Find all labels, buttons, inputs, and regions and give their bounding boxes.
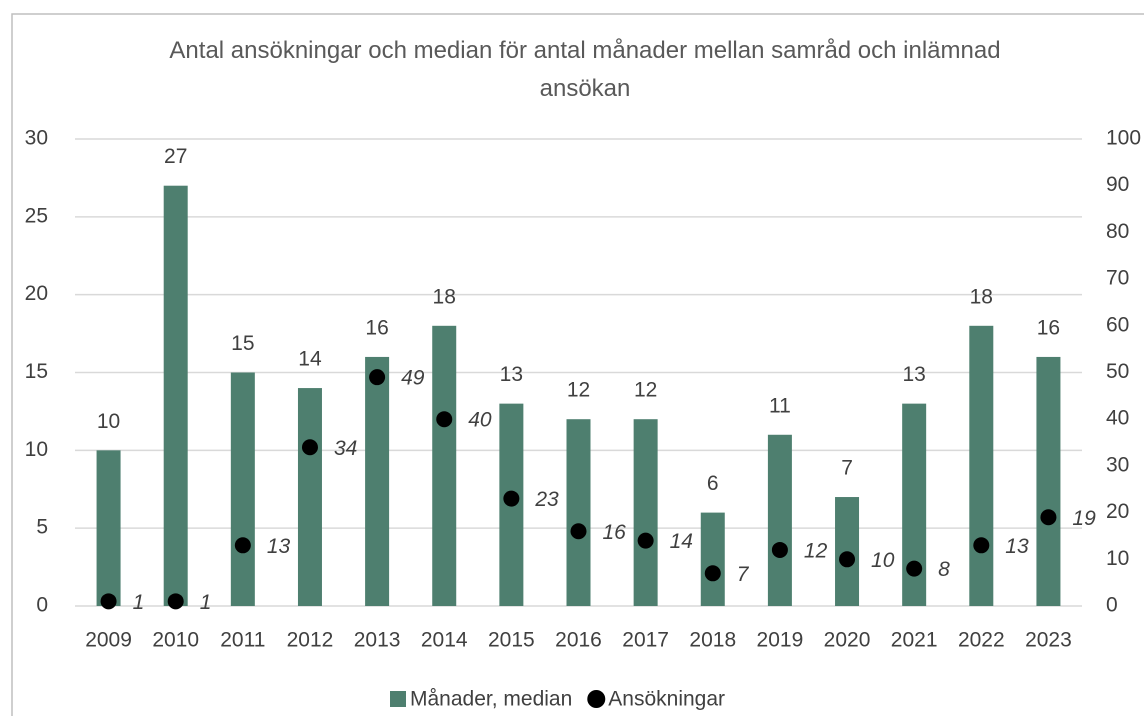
dot <box>369 369 386 386</box>
x-tick-label: 2010 <box>152 629 199 652</box>
bar-label: 13 <box>902 363 925 386</box>
legend-label: Ansökningar <box>608 688 725 711</box>
bar <box>365 356 390 606</box>
x-tick-label: 2021 <box>891 629 938 652</box>
x-tick-label: 2009 <box>85 629 132 652</box>
dot-label: 1 <box>200 591 212 614</box>
y2-tick-label: 80 <box>1106 220 1129 243</box>
y-tick-label: 5 <box>36 516 48 539</box>
bar-label: 13 <box>500 363 523 386</box>
dot-label: 12 <box>804 540 828 563</box>
dot <box>637 532 654 549</box>
bar-label: 18 <box>970 285 993 308</box>
bar <box>230 372 255 606</box>
dot <box>503 490 520 507</box>
dot <box>704 565 721 582</box>
dot-label: 40 <box>468 409 492 432</box>
dot <box>906 560 923 577</box>
y2-tick-label: 50 <box>1106 360 1129 383</box>
dot-label: 34 <box>334 437 357 460</box>
bar-label: 16 <box>365 316 388 339</box>
dot-label: 16 <box>603 521 627 544</box>
x-tick-label: 2017 <box>622 629 669 652</box>
y-tick-label: 25 <box>25 204 48 227</box>
bar-label: 6 <box>707 472 719 495</box>
dot-label: 13 <box>267 535 291 558</box>
x-tick-label: 2016 <box>555 629 602 652</box>
dot <box>839 551 856 568</box>
bar <box>566 419 591 606</box>
x-tick-label: 2022 <box>958 629 1005 652</box>
y2-tick-label: 90 <box>1106 173 1129 196</box>
bar <box>163 185 188 606</box>
dot <box>301 439 318 456</box>
chart-title: Antal ansökningar och median för antal m… <box>169 37 1001 102</box>
bar-label: 16 <box>1037 316 1060 339</box>
bar <box>633 419 658 606</box>
x-tick-label: 2020 <box>824 629 871 652</box>
dot-label: 49 <box>401 367 425 390</box>
y-tick-label: 20 <box>25 282 48 305</box>
x-tick-label: 2015 <box>488 629 535 652</box>
dot-label: 8 <box>938 558 950 581</box>
y-tick-label: 0 <box>36 594 48 617</box>
dot-label: 1 <box>133 591 145 614</box>
bar-label: 12 <box>634 379 657 402</box>
dot-label: 10 <box>871 549 895 572</box>
legend-swatch <box>587 690 606 708</box>
y2-tick-label: 30 <box>1106 453 1129 476</box>
bar <box>1036 356 1061 606</box>
x-tick-label: 2011 <box>220 629 265 652</box>
legend-label: Månader, median <box>410 688 572 711</box>
y2-tick-label: 20 <box>1106 500 1129 523</box>
dot <box>1040 509 1057 526</box>
y2-tick-label: 100 <box>1106 127 1141 150</box>
dot <box>771 541 788 558</box>
bar-label: 15 <box>231 332 254 355</box>
x-tick-label: 2014 <box>421 629 468 652</box>
bar-label: 11 <box>769 394 791 417</box>
dot-label: 14 <box>670 530 693 553</box>
bar-label: 12 <box>567 379 590 402</box>
legend-swatch <box>390 691 406 707</box>
x-tick-label: 2023 <box>1025 629 1072 652</box>
x-tick-label: 2012 <box>287 629 334 652</box>
bar-label: 7 <box>841 457 853 480</box>
dot-label: 7 <box>737 563 750 586</box>
bar-label: 18 <box>433 285 456 308</box>
bar <box>432 325 457 606</box>
bar <box>96 450 121 606</box>
y2-tick-label: 10 <box>1106 547 1129 570</box>
y-tick-label: 15 <box>25 360 48 383</box>
y2-tick-label: 40 <box>1106 407 1129 430</box>
bar-label: 27 <box>164 145 187 168</box>
y2-tick-label: 0 <box>1106 594 1118 617</box>
dot <box>973 537 990 554</box>
y-tick-label: 10 <box>25 438 48 461</box>
dot <box>436 411 453 428</box>
bar <box>767 434 792 606</box>
y-tick-label: 30 <box>25 127 48 150</box>
x-tick-label: 2013 <box>354 629 401 652</box>
bar <box>297 388 322 606</box>
bar <box>700 512 725 606</box>
dot <box>100 593 117 610</box>
dot <box>570 523 587 540</box>
bar <box>969 325 994 606</box>
y2-tick-label: 70 <box>1106 267 1129 290</box>
chart-frame <box>11 13 1144 716</box>
dot <box>167 593 184 610</box>
dot <box>234 537 251 554</box>
dot-label: 19 <box>1072 507 1096 530</box>
dot-label: 23 <box>534 488 559 511</box>
x-tick-label: 2019 <box>757 629 804 652</box>
x-tick-label: 2018 <box>689 629 736 652</box>
bar-label: 14 <box>298 348 322 371</box>
bar-label: 10 <box>97 410 120 433</box>
y2-tick-label: 60 <box>1106 313 1129 336</box>
dot-label: 13 <box>1005 535 1029 558</box>
